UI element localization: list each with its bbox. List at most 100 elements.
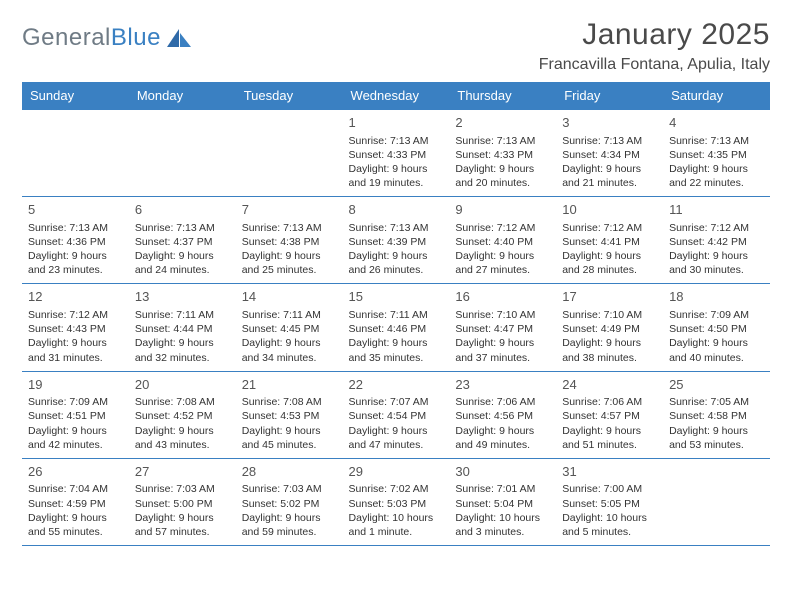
daylight-text: Daylight: 9 hours and 23 minutes.: [28, 249, 123, 277]
weekday-header: Tuesday: [236, 82, 343, 110]
calendar-day-cell: 11Sunrise: 7:12 AMSunset: 4:42 PMDayligh…: [663, 197, 770, 284]
sunset-text: Sunset: 4:43 PM: [28, 322, 123, 336]
daylight-text: Daylight: 9 hours and 19 minutes.: [349, 162, 444, 190]
sunset-text: Sunset: 4:40 PM: [455, 235, 550, 249]
daylight-text: Daylight: 9 hours and 24 minutes.: [135, 249, 230, 277]
brand-logo: GeneralBlue: [22, 18, 193, 52]
sunrise-text: Sunrise: 7:08 AM: [242, 395, 337, 409]
day-number: 12: [28, 288, 123, 306]
brand-part2: Blue: [111, 24, 161, 51]
sunset-text: Sunset: 4:35 PM: [669, 148, 764, 162]
calendar-week-row: 1Sunrise: 7:13 AMSunset: 4:33 PMDaylight…: [22, 110, 770, 197]
day-number: 14: [242, 288, 337, 306]
calendar-day-cell: 14Sunrise: 7:11 AMSunset: 4:45 PMDayligh…: [236, 284, 343, 371]
weekday-header: Sunday: [22, 82, 129, 110]
daylight-text: Daylight: 9 hours and 26 minutes.: [349, 249, 444, 277]
sunset-text: Sunset: 4:57 PM: [562, 409, 657, 423]
day-number: 17: [562, 288, 657, 306]
weekday-header: Thursday: [449, 82, 556, 110]
calendar-day-cell: 4Sunrise: 7:13 AMSunset: 4:35 PMDaylight…: [663, 110, 770, 197]
calendar-day-cell: 29Sunrise: 7:02 AMSunset: 5:03 PMDayligh…: [343, 458, 450, 545]
day-number: 30: [455, 463, 550, 481]
sunset-text: Sunset: 4:58 PM: [669, 409, 764, 423]
sunrise-text: Sunrise: 7:10 AM: [562, 308, 657, 322]
calendar-day-cell: 9Sunrise: 7:12 AMSunset: 4:40 PMDaylight…: [449, 197, 556, 284]
sunrise-text: Sunrise: 7:08 AM: [135, 395, 230, 409]
sunset-text: Sunset: 5:00 PM: [135, 497, 230, 511]
day-number: 21: [242, 376, 337, 394]
day-number: 22: [349, 376, 444, 394]
sunset-text: Sunset: 4:42 PM: [669, 235, 764, 249]
sunset-text: Sunset: 4:33 PM: [349, 148, 444, 162]
day-number: 2: [455, 114, 550, 132]
day-number: 3: [562, 114, 657, 132]
sunset-text: Sunset: 4:45 PM: [242, 322, 337, 336]
daylight-text: Daylight: 9 hours and 55 minutes.: [28, 511, 123, 539]
daylight-text: Daylight: 9 hours and 38 minutes.: [562, 336, 657, 364]
sunrise-text: Sunrise: 7:09 AM: [28, 395, 123, 409]
daylight-text: Daylight: 9 hours and 43 minutes.: [135, 424, 230, 452]
day-number: 28: [242, 463, 337, 481]
sunset-text: Sunset: 4:49 PM: [562, 322, 657, 336]
calendar-day-cell: 31Sunrise: 7:00 AMSunset: 5:05 PMDayligh…: [556, 458, 663, 545]
weekday-header: Wednesday: [343, 82, 450, 110]
daylight-text: Daylight: 9 hours and 25 minutes.: [242, 249, 337, 277]
sunset-text: Sunset: 4:54 PM: [349, 409, 444, 423]
month-title: January 2025: [539, 18, 770, 52]
day-number: 25: [669, 376, 764, 394]
sunset-text: Sunset: 4:53 PM: [242, 409, 337, 423]
day-number: 1: [349, 114, 444, 132]
sunrise-text: Sunrise: 7:13 AM: [135, 221, 230, 235]
sunrise-text: Sunrise: 7:13 AM: [28, 221, 123, 235]
calendar-week-row: 19Sunrise: 7:09 AMSunset: 4:51 PMDayligh…: [22, 371, 770, 458]
calendar-day-cell: 8Sunrise: 7:13 AMSunset: 4:39 PMDaylight…: [343, 197, 450, 284]
daylight-text: Daylight: 9 hours and 57 minutes.: [135, 511, 230, 539]
brand-name: GeneralBlue: [22, 24, 161, 52]
sunrise-text: Sunrise: 7:12 AM: [455, 221, 550, 235]
calendar-day-cell: 12Sunrise: 7:12 AMSunset: 4:43 PMDayligh…: [22, 284, 129, 371]
sunset-text: Sunset: 4:33 PM: [455, 148, 550, 162]
sunrise-text: Sunrise: 7:13 AM: [562, 134, 657, 148]
daylight-text: Daylight: 9 hours and 45 minutes.: [242, 424, 337, 452]
sunset-text: Sunset: 4:50 PM: [669, 322, 764, 336]
calendar-day-cell: 24Sunrise: 7:06 AMSunset: 4:57 PMDayligh…: [556, 371, 663, 458]
calendar-day-cell: 19Sunrise: 7:09 AMSunset: 4:51 PMDayligh…: [22, 371, 129, 458]
day-number: 26: [28, 463, 123, 481]
sunset-text: Sunset: 4:39 PM: [349, 235, 444, 249]
calendar-empty-cell: [129, 110, 236, 197]
calendar-empty-cell: [22, 110, 129, 197]
calendar-empty-cell: [236, 110, 343, 197]
calendar-week-row: 5Sunrise: 7:13 AMSunset: 4:36 PMDaylight…: [22, 197, 770, 284]
sunset-text: Sunset: 4:51 PM: [28, 409, 123, 423]
day-number: 16: [455, 288, 550, 306]
sunrise-text: Sunrise: 7:12 AM: [562, 221, 657, 235]
daylight-text: Daylight: 9 hours and 32 minutes.: [135, 336, 230, 364]
sunrise-text: Sunrise: 7:10 AM: [455, 308, 550, 322]
daylight-text: Daylight: 9 hours and 42 minutes.: [28, 424, 123, 452]
brand-part1: General: [22, 24, 111, 51]
day-number: 11: [669, 201, 764, 219]
daylight-text: Daylight: 9 hours and 40 minutes.: [669, 336, 764, 364]
calendar-day-cell: 2Sunrise: 7:13 AMSunset: 4:33 PMDaylight…: [449, 110, 556, 197]
calendar-page: GeneralBlue January 2025 Francavilla Fon…: [0, 0, 792, 612]
day-number: 31: [562, 463, 657, 481]
day-number: 20: [135, 376, 230, 394]
calendar-day-cell: 26Sunrise: 7:04 AMSunset: 4:59 PMDayligh…: [22, 458, 129, 545]
sunset-text: Sunset: 4:52 PM: [135, 409, 230, 423]
calendar-day-cell: 10Sunrise: 7:12 AMSunset: 4:41 PMDayligh…: [556, 197, 663, 284]
daylight-text: Daylight: 10 hours and 1 minute.: [349, 511, 444, 539]
day-number: 7: [242, 201, 337, 219]
daylight-text: Daylight: 9 hours and 59 minutes.: [242, 511, 337, 539]
sunrise-text: Sunrise: 7:11 AM: [135, 308, 230, 322]
daylight-text: Daylight: 9 hours and 21 minutes.: [562, 162, 657, 190]
calendar-body: 1Sunrise: 7:13 AMSunset: 4:33 PMDaylight…: [22, 110, 770, 546]
day-number: 15: [349, 288, 444, 306]
daylight-text: Daylight: 9 hours and 51 minutes.: [562, 424, 657, 452]
day-number: 6: [135, 201, 230, 219]
sunset-text: Sunset: 5:02 PM: [242, 497, 337, 511]
daylight-text: Daylight: 9 hours and 31 minutes.: [28, 336, 123, 364]
sunrise-text: Sunrise: 7:06 AM: [455, 395, 550, 409]
daylight-text: Daylight: 9 hours and 53 minutes.: [669, 424, 764, 452]
sunrise-text: Sunrise: 7:13 AM: [669, 134, 764, 148]
sunrise-text: Sunrise: 7:09 AM: [669, 308, 764, 322]
